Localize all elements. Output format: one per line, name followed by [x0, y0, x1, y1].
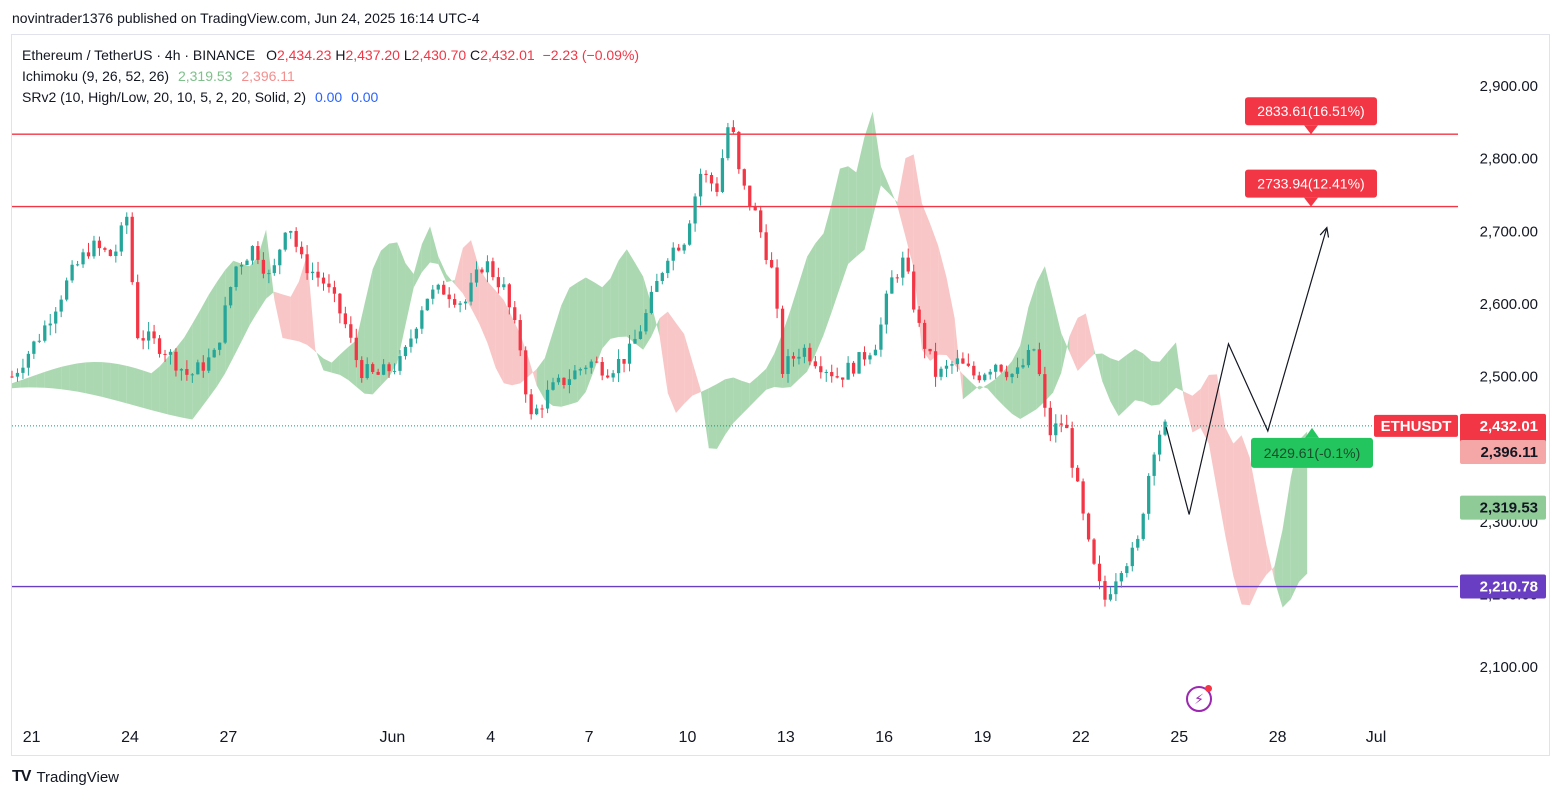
legend-open-value: 2,434.23 — [276, 47, 332, 63]
legend-high-label: H — [335, 47, 346, 63]
legend-low-label: L — [403, 47, 412, 63]
legend-change: −2.23 (−0.09%) — [542, 47, 640, 63]
footer-brand[interactable]: TV TradingView — [12, 768, 119, 786]
legend-low-value: 2,430.70 — [411, 47, 467, 63]
legend-srv2-row[interactable]: SRv2 (10, High/Low, 20, 10, 5, 2, 20, So… — [22, 87, 639, 108]
legend-symbol[interactable]: Ethereum / TetherUS · 4h · BINANCE — [22, 47, 256, 63]
legend-high-value: 2,437.20 — [345, 47, 400, 63]
ichimoku-value-1: 2,319.53 — [177, 68, 233, 84]
ichimoku-label[interactable]: Ichimoku (9, 26, 52, 26) — [22, 68, 170, 84]
legend-symbol-row[interactable]: Ethereum / TetherUS · 4h · BINANCE O2,43… — [22, 45, 639, 66]
footer-brand-text: TradingView — [36, 768, 119, 786]
srv2-value-1: 0.00 — [314, 89, 343, 105]
legend-open-label: O — [266, 47, 277, 63]
legend-close-label: C — [470, 47, 481, 63]
srv2-value-2: 0.00 — [351, 89, 379, 105]
legend-close-value: 2,432.01 — [480, 47, 535, 63]
tradingview-logo-icon: TV — [12, 768, 31, 785]
srv2-label[interactable]: SRv2 (10, High/Low, 20, 10, 5, 2, 20, So… — [22, 89, 307, 105]
chart-frame — [11, 34, 1550, 756]
lightning-icon[interactable]: ⚡ — [1186, 685, 1212, 712]
published-line: novintrader1376 published on TradingView… — [12, 10, 480, 26]
notification-dot — [1205, 685, 1212, 692]
legend-ichimoku-row[interactable]: Ichimoku (9, 26, 52, 26) 2,319.53 2,396.… — [22, 66, 639, 87]
ichimoku-value-2: 2,396.11 — [241, 68, 295, 84]
chart-legend: Ethereum / TetherUS · 4h · BINANCE O2,43… — [22, 45, 639, 108]
